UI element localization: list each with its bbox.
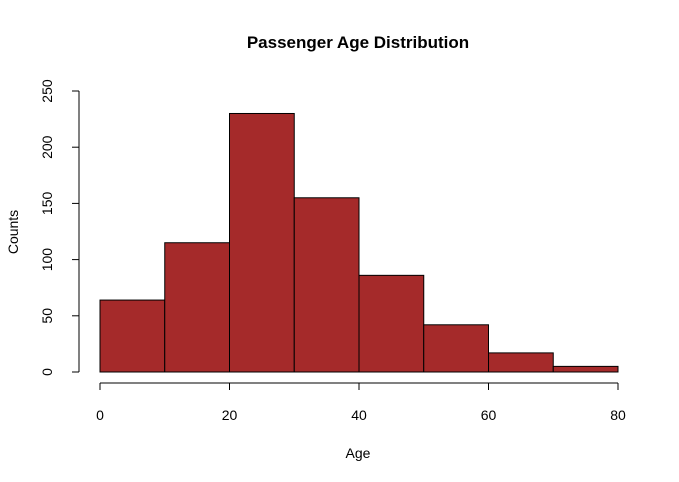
y-tick-label-0: 0 bbox=[39, 368, 55, 376]
y-axis: 0 50 100 150 200 250 bbox=[39, 79, 80, 376]
x-tick-label-2: 40 bbox=[351, 407, 367, 423]
x-tick-label-4: 80 bbox=[610, 407, 626, 423]
x-tick-label-3: 60 bbox=[481, 407, 497, 423]
bar-5 bbox=[423, 324, 489, 373]
x-tick-label-1: 20 bbox=[222, 407, 238, 423]
y-tick-label-3: 150 bbox=[39, 192, 55, 216]
y-tick-label-4: 200 bbox=[39, 135, 55, 159]
y-tick-label-1: 50 bbox=[39, 308, 55, 324]
chart-title: Passenger Age Distribution bbox=[247, 33, 469, 52]
bars-group bbox=[99, 112, 619, 373]
bar-7 bbox=[552, 365, 619, 373]
bar-2 bbox=[229, 112, 295, 373]
x-axis-label: Age bbox=[346, 445, 371, 461]
bar-1 bbox=[164, 242, 230, 373]
bar-6 bbox=[488, 352, 554, 373]
x-tick-label-0: 0 bbox=[96, 407, 104, 423]
bar-4 bbox=[358, 274, 425, 373]
x-axis: 0 20 40 60 80 bbox=[96, 382, 626, 423]
bar-0 bbox=[99, 299, 166, 373]
y-tick-label-2: 100 bbox=[39, 248, 55, 272]
y-tick-label-5: 250 bbox=[39, 79, 55, 103]
bar-3 bbox=[293, 197, 360, 373]
y-axis-label: Counts bbox=[5, 210, 21, 254]
